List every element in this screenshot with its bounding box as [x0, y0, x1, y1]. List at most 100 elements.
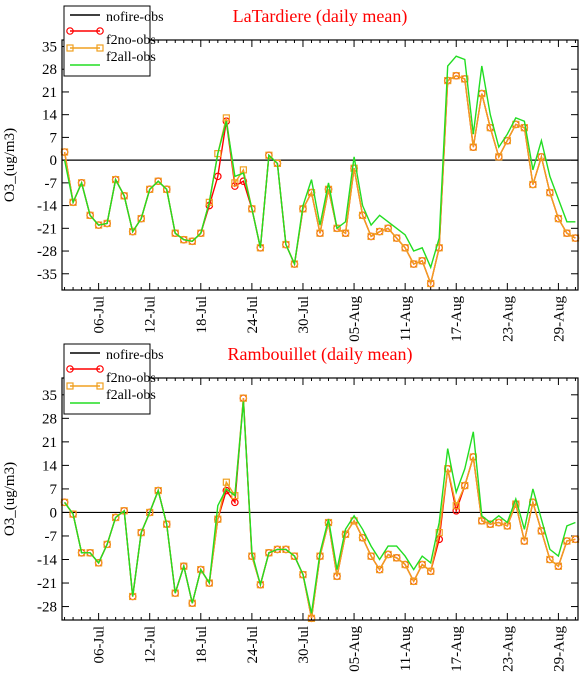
data-point — [214, 172, 222, 181]
data-point — [137, 214, 145, 223]
data-point — [256, 581, 264, 589]
data-point — [410, 260, 418, 268]
legend-label: nofire-obs — [106, 10, 164, 25]
data-point — [563, 537, 571, 545]
data-point — [461, 481, 469, 490]
x-tick-label: 23-Aug — [500, 626, 516, 672]
y-tick-label: -28 — [37, 244, 57, 260]
y-axis-label: O3_(ug/m3) — [2, 128, 18, 202]
legend-marker — [96, 27, 104, 35]
plot-frame — [61, 39, 579, 291]
data-point — [103, 540, 111, 548]
y-tick-label: -21 — [37, 221, 57, 237]
data-point — [418, 257, 426, 265]
data-point — [307, 614, 316, 622]
y-tick-label: -28 — [37, 600, 57, 616]
legend-label: f2no-obs — [106, 33, 156, 48]
legend-marker — [66, 365, 74, 373]
data-point — [554, 562, 563, 570]
data-point — [452, 502, 460, 510]
data-point — [495, 153, 503, 161]
y-tick-label: 28 — [42, 411, 57, 427]
y-tick-label: 0 — [50, 505, 58, 521]
data-point — [95, 559, 103, 567]
data-point — [520, 537, 528, 545]
series-line — [63, 74, 576, 286]
data-point — [495, 518, 503, 527]
y-tick-label: -35 — [37, 267, 57, 283]
data-point — [529, 180, 537, 189]
data-point — [333, 572, 341, 580]
plot-frame — [61, 377, 579, 621]
data-point — [120, 192, 128, 200]
data-point — [86, 211, 94, 219]
data-point — [546, 188, 554, 197]
data-point — [341, 229, 350, 237]
series-line — [63, 55, 576, 270]
x-tick-label: 05-Aug — [347, 296, 363, 342]
x-tick-label: 12-Jul — [143, 626, 159, 664]
y-tick-label: 28 — [42, 62, 57, 78]
data-point — [222, 114, 230, 122]
legend-marker — [66, 44, 74, 52]
data-point — [427, 279, 435, 288]
legend-label: f2no-obs — [106, 371, 156, 386]
data-point — [146, 185, 154, 193]
data-point — [537, 153, 545, 161]
x-tick-label: 11-Aug — [398, 626, 414, 672]
data-point — [478, 517, 486, 525]
y-tick-label: 35 — [42, 388, 57, 404]
chart-title: Rambouillet (daily mean) — [228, 344, 413, 365]
x-tick-label: 30-Jul — [296, 296, 312, 334]
data-point — [376, 227, 384, 236]
x-tick-label: 17-Aug — [449, 296, 465, 342]
data-point — [239, 394, 247, 402]
y-tick-label: 14 — [42, 458, 58, 474]
data-point — [222, 478, 230, 486]
data-point — [435, 529, 443, 537]
y-tick-label: -7 — [45, 529, 58, 545]
legend-label: nofire-obs — [106, 348, 164, 363]
x-tick-label: 18-Jul — [194, 626, 210, 664]
x-tick-label: 23-Aug — [500, 296, 516, 342]
x-tick-label: 05-Aug — [347, 626, 363, 672]
data-point — [384, 550, 392, 559]
data-point — [214, 515, 222, 523]
legend-marker — [66, 382, 74, 390]
series-line — [64, 401, 576, 614]
legend-marker — [66, 27, 74, 35]
data-point — [393, 234, 401, 242]
data-point — [452, 506, 461, 515]
series-line — [64, 398, 576, 619]
data-point — [358, 534, 367, 542]
data-point — [197, 565, 205, 574]
y-axis-label: O3_(ug/m3) — [2, 462, 18, 536]
y-tick-label: 21 — [42, 85, 57, 101]
data-point — [154, 486, 162, 495]
data-point — [367, 232, 375, 241]
data-point — [231, 179, 239, 187]
x-tick-label: 29-Aug — [551, 296, 567, 342]
data-point — [290, 552, 299, 560]
chart-title: LaTardiere (daily mean) — [233, 6, 408, 27]
x-tick-label: 06-Jul — [92, 626, 108, 664]
data-point — [358, 211, 367, 219]
data-point — [401, 560, 409, 569]
series-line — [63, 74, 576, 286]
y-tick-label: 14 — [42, 108, 58, 124]
legend-label: f2all-obs — [106, 388, 156, 403]
x-tick-label: 29-Aug — [551, 626, 567, 672]
data-point — [146, 508, 154, 517]
y-tick-label: 7 — [50, 130, 58, 146]
data-point — [452, 72, 460, 80]
x-tick-label: 06-Jul — [92, 296, 108, 334]
data-point — [418, 560, 426, 569]
y-tick-label: -14 — [37, 553, 57, 569]
x-tick-label: 24-Jul — [245, 626, 261, 664]
data-point — [376, 565, 384, 574]
legend-label: f2all-obs — [106, 50, 156, 65]
data-point — [461, 75, 469, 83]
data-point — [401, 244, 409, 252]
legend-marker — [96, 365, 104, 373]
